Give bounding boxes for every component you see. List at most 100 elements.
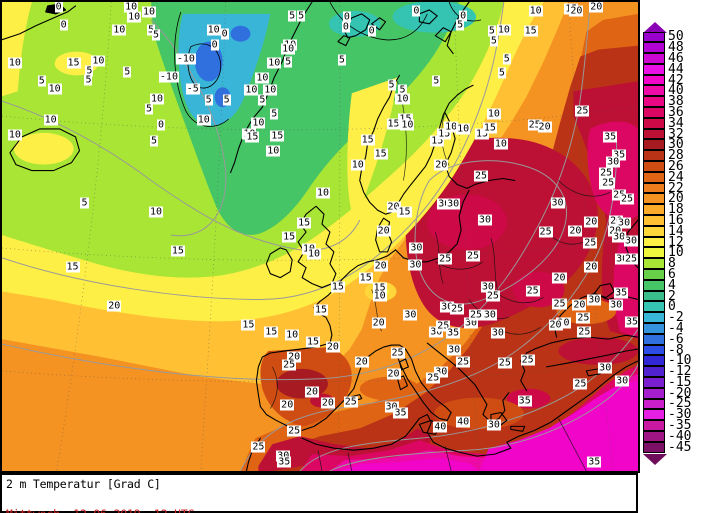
temp-label: 25: [538, 226, 553, 238]
colorbar-value: 48: [668, 40, 684, 56]
temp-label: 5: [497, 67, 506, 79]
temp-label: 5: [387, 79, 396, 91]
temp-label: 15: [282, 231, 297, 243]
colorbar-arrow-up: [643, 22, 667, 33]
colorbar-cell: -40: [643, 430, 701, 443]
caption-box: 2 m Temperatur [Grad C] Mittwoch, 12-06-…: [0, 473, 638, 513]
colorbar-swatch: [643, 269, 665, 280]
temp-label: 25: [426, 372, 441, 384]
colorbar-swatch: [643, 366, 665, 377]
colorbar-swatch: [643, 74, 665, 86]
colorbar-value: -4: [668, 320, 684, 336]
colorbar-cell: 28: [643, 149, 701, 162]
temp-label: 5: [288, 10, 297, 22]
colorbar-value: 2: [668, 288, 676, 304]
temp-label: 10: [43, 114, 58, 126]
temp-label: 10: [7, 57, 22, 69]
temp-label: 25: [552, 298, 567, 310]
temp-label: 0: [59, 19, 68, 31]
colorbar-swatch: [643, 107, 665, 118]
temp-label: 35: [446, 327, 461, 339]
temp-label: 10: [149, 93, 165, 105]
colorbar-cell: 34: [643, 117, 701, 130]
temp-label: 25: [251, 441, 266, 453]
temp-label: 10: [267, 57, 282, 69]
colorbar-value: 8: [668, 256, 676, 272]
temp-label: 25: [576, 312, 591, 324]
colorbar-cell: 6: [643, 268, 701, 281]
colorbar-swatch: [643, 139, 665, 151]
temp-label: 25: [525, 285, 540, 297]
colorbar-value: -8: [668, 342, 684, 358]
colorbar-value: -6: [668, 331, 684, 347]
temp-label: 25: [624, 253, 638, 265]
colorbar-swatch: [643, 128, 665, 140]
colorbar-cell: 14: [643, 225, 701, 238]
temp-label: 5: [284, 56, 293, 68]
temp-label: 10: [456, 123, 471, 135]
temp-label: 30: [464, 317, 479, 329]
temp-label: 20: [608, 225, 623, 237]
colorbar-swatch: [643, 387, 665, 399]
colorbar-value: 46: [668, 50, 684, 66]
temp-label: 20: [434, 159, 449, 171]
temperature-colorbar: 50 48 46 44 42 40 38 36 34 32 30 28 26 24 22 20 18 16 14 12…: [643, 22, 701, 466]
colorbar-cell: -12: [643, 365, 701, 378]
temp-label: 15: [65, 261, 80, 273]
colorbar-cell: -8: [643, 342, 701, 358]
temp-label: 15: [373, 148, 388, 160]
temp-label: 10: [285, 329, 300, 341]
colorbar-value: 50: [668, 29, 684, 45]
colorbar-swatch: [643, 63, 665, 75]
map-title: 2 m Temperatur [Grad C]: [6, 477, 161, 491]
colorbar-value: 16: [668, 212, 684, 228]
temp-label: 20: [589, 1, 604, 13]
colorbar-cell: 18: [643, 203, 701, 216]
colorbar-cell: 32: [643, 128, 701, 141]
colorbar-cell: 20: [643, 192, 701, 205]
temp-label: 15: [482, 122, 497, 134]
temp-label: 0: [341, 21, 350, 33]
colorbar-cell: 4: [643, 279, 701, 292]
temperature-field: [2, 2, 638, 471]
colorbar-value: -30: [668, 407, 692, 423]
temp-label: 30: [612, 231, 627, 243]
temp-label: 40: [456, 416, 471, 428]
colorbar-cell: -15: [643, 376, 701, 389]
temp-label: 35: [587, 456, 602, 468]
colorbar-value: 26: [668, 158, 684, 174]
temp-label: 5: [456, 19, 465, 31]
temp-label: 10: [372, 290, 387, 302]
temp-label: 30: [587, 294, 602, 306]
colorbar-swatch: [643, 377, 665, 388]
temp-label: 20: [568, 225, 583, 237]
temp-label: 30: [490, 327, 505, 339]
temp-label: 15: [372, 282, 387, 294]
temp-label: 10: [142, 6, 157, 18]
temp-label: 20: [305, 386, 320, 398]
colorbar-swatch: [643, 193, 665, 205]
temp-label: 5: [80, 197, 89, 209]
temp-label: 30: [447, 344, 462, 356]
colorbar-cell: 2: [643, 288, 701, 304]
temp-label: 10: [444, 121, 459, 133]
colorbar-cell: 46: [643, 50, 701, 66]
temp-label: 25: [287, 425, 302, 437]
temp-label: 20: [386, 368, 401, 380]
temp-label: 10: [281, 43, 296, 55]
temp-label: 10: [149, 206, 164, 218]
temp-label: 35: [625, 316, 639, 328]
temp-label: 25: [282, 359, 297, 371]
temp-label: 30: [617, 217, 632, 229]
colorbar-swatch: [643, 85, 665, 97]
temp-label: 25: [468, 309, 484, 321]
temp-label: 15: [264, 326, 279, 338]
temp-label: 25: [390, 347, 405, 359]
temp-label: 5: [222, 94, 231, 106]
colorbar-value: 12: [668, 234, 684, 250]
temp-label: 30: [437, 198, 452, 210]
colorbar-cell: 26: [643, 158, 701, 174]
colorbar-swatch: [643, 323, 665, 334]
temp-label: 10: [206, 24, 221, 36]
temp-label: 25: [575, 105, 590, 117]
